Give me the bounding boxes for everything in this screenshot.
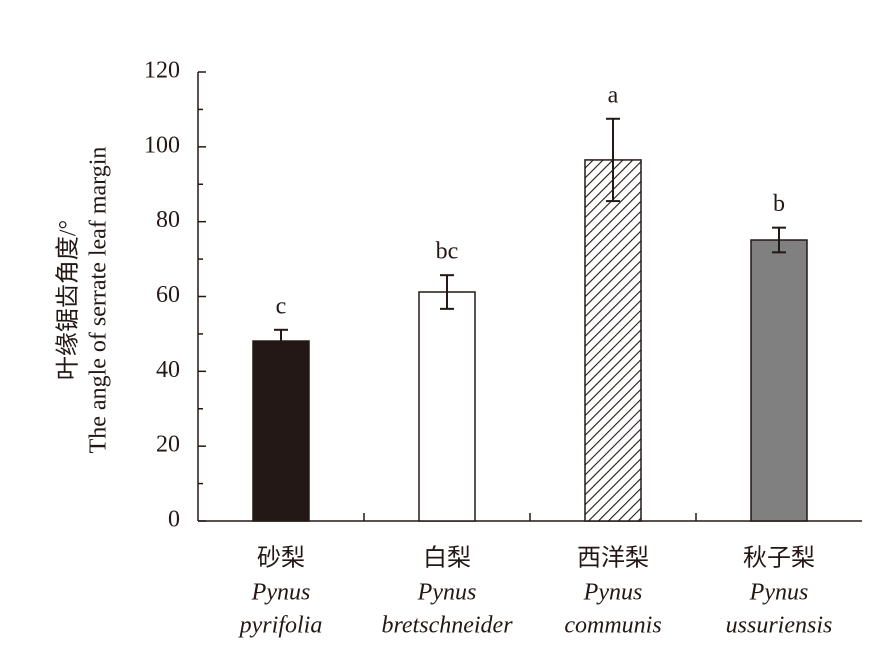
y-tick-label: 60: [156, 282, 180, 308]
y-tick-label: 80: [156, 207, 180, 233]
y-axis-label: 叶缘锯齿角度/°: [55, 220, 82, 380]
bar: [418, 291, 476, 522]
y-tick-label: 20: [156, 432, 180, 458]
y-axis-label: The angle of serrate leaf margin: [86, 147, 112, 454]
x-tick-label-latin: bretschneider: [381, 613, 513, 639]
x-tick-label: 白梨: [423, 545, 471, 572]
y-tick-label: 120: [144, 58, 180, 84]
annotation: b: [773, 191, 785, 217]
x-tick-label: 砂梨: [257, 545, 305, 572]
x-tick-label-latin: Pynus: [749, 580, 809, 606]
y-tick-label: 100: [144, 132, 180, 158]
x-tick-label: 秋子梨: [743, 545, 815, 572]
y-tick-label: 0: [168, 507, 180, 533]
x-tick-label-latin: communis: [564, 613, 661, 639]
annotation: c: [276, 293, 287, 319]
annotation: bc: [436, 239, 459, 265]
x-tick-label-latin: Pynus: [583, 580, 643, 606]
y-tick-label: 40: [156, 357, 180, 383]
x-tick-label: 西洋梨: [577, 545, 649, 572]
x-tick-label-latin: Pynus: [417, 580, 477, 606]
bar: [584, 159, 642, 522]
x-tick-label-latin: ussuriensis: [726, 613, 833, 639]
x-tick-label-latin: Pynus: [251, 580, 311, 606]
bar: [750, 239, 808, 522]
x-tick-label-latin: pyrifolia: [238, 613, 323, 639]
bar: [252, 340, 310, 522]
annotation: a: [608, 82, 619, 108]
